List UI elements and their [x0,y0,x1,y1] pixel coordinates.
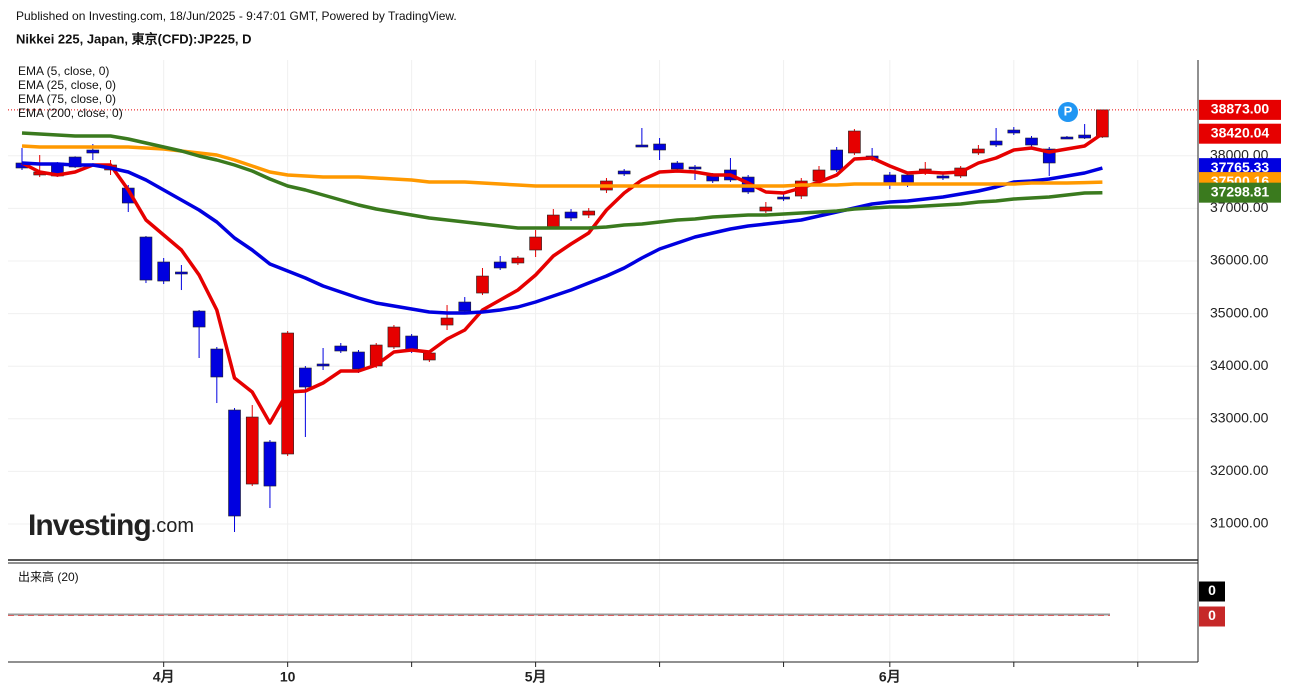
candle-body [1060,136,1074,140]
candle-body [617,170,631,175]
candle-body [564,211,578,219]
candle-body [1078,134,1091,139]
logo-suffix: .com [151,515,194,537]
price-label: 37298.81 [1211,183,1270,199]
price-label-box [1199,123,1281,144]
candle-body [476,275,489,294]
candle-body [245,416,259,485]
price-label: 38873.00 [1211,101,1270,117]
x-tick-label: 5月 [525,669,547,685]
candle-body [263,441,277,487]
candle-body [316,363,330,367]
y-tick-label: 33000.00 [1210,410,1269,426]
candle-body [547,214,560,228]
legend-entry: EMA (75, close, 0) [18,92,116,106]
published-note: Published on Investing.com, 18/Jun/2025 … [16,9,457,23]
candle-body [989,140,1003,146]
logo: Investing.com [28,509,194,542]
price-label: 37765.33 [1211,159,1270,175]
candle-body [1007,129,1021,134]
legend-entry: EMA (200, close, 0) [18,106,123,120]
legend-entry: EMA (25, close, 0) [18,78,116,92]
volume-label: 0 [1208,582,1216,598]
volume-ma-label-box [1199,606,1225,627]
y-tick-label: 35000.00 [1210,304,1269,320]
y-tick-label: 36000.00 [1210,252,1269,268]
candle-body [440,317,454,326]
candle-body [210,348,224,378]
candle-body [529,236,542,251]
price-label: 38420.04 [1211,124,1270,140]
volume-title: 出来高 (20) [18,569,79,584]
price-label-box [1199,99,1281,120]
candle-body [1025,137,1038,146]
candle-body [86,149,100,154]
y-tick-label: 34000.00 [1210,357,1269,373]
candle-body [830,149,843,171]
x-tick-label: 4月 [153,669,175,685]
candle-body [972,148,985,154]
candle-body [387,326,401,348]
candle-body [299,367,312,388]
candle-body [228,409,241,517]
y-tick-label: 31000.00 [1210,515,1269,531]
candle-body [139,236,153,281]
logo-main: Investing [28,509,151,542]
candle-body [423,352,436,361]
candle-body [777,196,790,200]
y-tick-label: 32000.00 [1210,462,1269,478]
plot [8,109,1198,616]
y-tick-label: 37000.00 [1210,199,1269,215]
candle-body [1096,109,1109,138]
candle-body [582,210,596,216]
volume-ma-label: 0 [1208,607,1216,623]
badge-text[interactable]: P [1064,103,1073,118]
grid [8,60,1198,662]
candle-body [688,166,702,170]
candle-body [175,271,188,275]
ema-line [21,144,1103,188]
ema-line [21,132,1104,425]
volume-label-box [1199,581,1225,602]
x-tick-label: 6月 [879,669,901,685]
x-tick-label: 10 [280,669,296,685]
candle-body [68,156,82,168]
candle-body [493,261,507,269]
candle-body [653,143,666,151]
chart-title: Nikkei 225, Japan, 東京(CFD):JP225, D [16,31,252,46]
candle-body [192,310,206,328]
candle-body [848,130,861,154]
axis-labels: 31000.00 32000.00 33000.00 34000.00 35000.00… [18,64,1281,685]
candle-body [511,257,525,264]
candle-body [936,175,950,179]
candle-body [458,301,472,312]
candle-body [157,261,170,282]
price-label-box [1199,182,1281,203]
ema-line [21,131,1103,230]
candle-body [759,206,773,212]
candle-body [635,144,649,148]
candle-body [334,345,348,352]
candle-body [670,162,684,170]
ema-line [21,161,1103,315]
legend-entry: EMA (5, close, 0) [18,64,109,78]
candle-body [352,351,365,370]
badge[interactable] [1058,102,1078,122]
